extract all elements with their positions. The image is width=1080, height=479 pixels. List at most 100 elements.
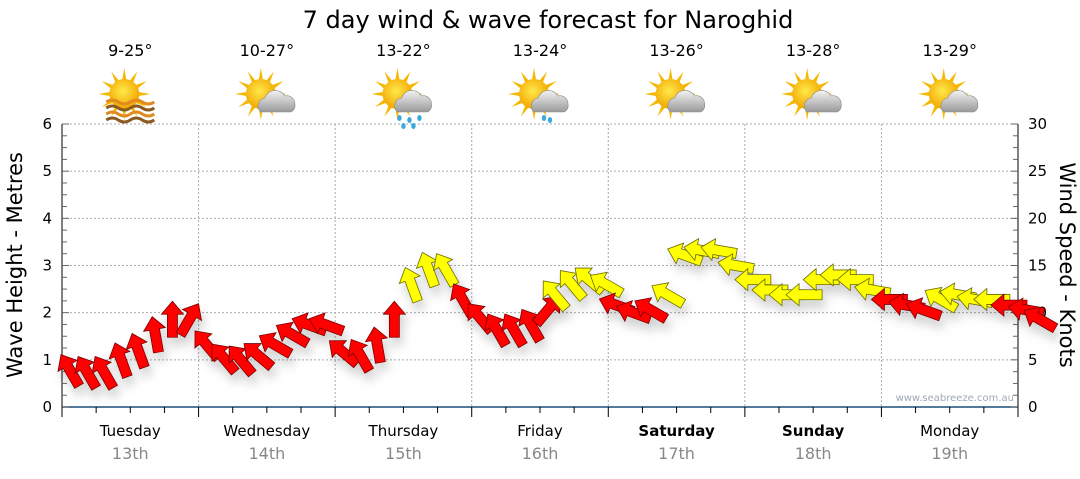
sun-ray	[234, 91, 248, 97]
wind-arrow-yellow	[785, 282, 823, 307]
y2-tick-label: 20	[1028, 209, 1047, 227]
sun-ray	[384, 104, 393, 117]
sun-ray	[648, 81, 660, 89]
wind-arrow-red	[243, 343, 276, 372]
rain-drop-icon	[407, 117, 412, 123]
cloud-icon	[667, 90, 706, 113]
wind-arrow-yellow	[398, 266, 423, 304]
sun-ray	[784, 81, 797, 89]
sun-ray	[675, 71, 684, 84]
rain-drop-icon	[541, 115, 547, 121]
sun-ray	[921, 99, 933, 107]
cloud-icon	[940, 90, 979, 113]
sun-ray	[258, 68, 263, 81]
sun-showers-icon	[371, 68, 432, 129]
sun-ray	[794, 104, 803, 117]
y-tick-label: 6	[42, 115, 52, 133]
cloud-icon	[530, 90, 569, 113]
sun-ray	[238, 81, 250, 89]
sun-ray	[657, 71, 666, 84]
axes: 0015210315420525630	[42, 115, 1047, 417]
wind-arrow-yellow	[836, 267, 874, 292]
wind-arrow-yellow	[700, 237, 738, 262]
sun-ray	[521, 104, 529, 117]
sun-light-showers-icon	[508, 68, 569, 123]
sun-ray	[805, 68, 810, 81]
sun-ray	[657, 104, 666, 117]
wind-arrows	[57, 237, 1059, 391]
partly-cloudy-icon	[781, 68, 842, 120]
wind-arrow-red	[91, 355, 119, 391]
sun-ray	[784, 99, 797, 107]
sun-ray	[374, 81, 387, 89]
sun-ray	[511, 99, 524, 107]
sun-ray	[384, 71, 393, 84]
wind-arrow-red	[74, 355, 101, 391]
date-label: 17th	[658, 444, 695, 463]
sun-ray	[402, 71, 411, 84]
y-tick-label: 5	[42, 162, 52, 180]
sun-ray	[138, 91, 151, 97]
y2-tick-label: 5	[1028, 351, 1038, 369]
sun-ray	[681, 81, 694, 89]
sun-ray	[238, 99, 250, 107]
sun-ray	[265, 71, 274, 84]
sun-haze-icon	[98, 68, 156, 124]
wind-arrow-red	[57, 354, 84, 389]
sun-ray	[644, 91, 657, 97]
chart-title: 7 day wind & wave forecast for Naroghid	[303, 6, 794, 34]
x-axis-labels: Tuesday 13th Wednesday 14th Thursday 15th Frid…	[99, 422, 980, 463]
wind-arrow-red	[211, 343, 240, 376]
sun-ray	[794, 71, 803, 84]
wind-arrow-red	[484, 313, 511, 349]
sun-icon	[98, 68, 151, 120]
y2-axis-title: Wind Speed - Knots	[1055, 162, 1079, 367]
wind-arrow-red	[142, 316, 167, 354]
day-temperature: 13-24°	[513, 41, 568, 60]
sun-ray	[374, 99, 387, 107]
sun-ray	[247, 104, 256, 117]
wind-arrow-red	[906, 297, 943, 322]
sun-ray	[818, 81, 830, 89]
sun-ray	[930, 71, 939, 84]
rain-drop-icon	[401, 123, 406, 129]
wind-arrow-red	[532, 295, 561, 328]
wind-arrow-red	[258, 332, 294, 359]
sun-ray	[122, 68, 127, 81]
wind-arrow-red	[175, 303, 203, 338]
haze-wave	[105, 110, 156, 118]
y-tick-label: 4	[42, 209, 52, 227]
day-label: Sunday	[782, 422, 845, 440]
date-label: 15th	[385, 444, 422, 463]
sun-ray	[668, 68, 673, 81]
sun-ray	[781, 91, 794, 97]
day-temperature: 9-25°	[108, 41, 152, 60]
y2-tick-label: 25	[1028, 162, 1047, 180]
rain-drop-icon	[411, 123, 416, 129]
wind-arrow-red	[125, 332, 150, 370]
sun-ray	[101, 81, 114, 89]
sun-ray	[247, 71, 256, 84]
watermark: www.seabreeze.com.au	[896, 393, 1014, 404]
sun-ray	[539, 71, 547, 84]
daily-weather-header: 9-25° 10-27° 13-22° 13-24° 13-26° 13-28° 13-29…	[98, 41, 979, 129]
cloud-icon	[394, 90, 432, 113]
cloud-icon	[804, 90, 842, 113]
wind-arrow-red	[347, 338, 375, 374]
sun-ray	[508, 91, 521, 97]
haze-wave	[105, 116, 156, 124]
wind-arrow-red	[364, 326, 389, 364]
day-label: Friday	[517, 422, 563, 440]
day-label: Monday	[920, 422, 979, 440]
y-tick-label: 2	[42, 304, 52, 322]
sun-ray	[930, 104, 939, 117]
grid	[62, 123, 1018, 407]
sun-ray	[917, 91, 930, 97]
wind-arrow-yellow	[924, 286, 960, 314]
wind-arrow-yellow	[651, 282, 687, 309]
sun-ray	[271, 81, 284, 89]
sun-ray	[521, 71, 529, 84]
y2-tick-label: 15	[1028, 257, 1047, 275]
day-temperature: 13-28°	[786, 41, 841, 60]
sun-ray	[941, 68, 946, 81]
